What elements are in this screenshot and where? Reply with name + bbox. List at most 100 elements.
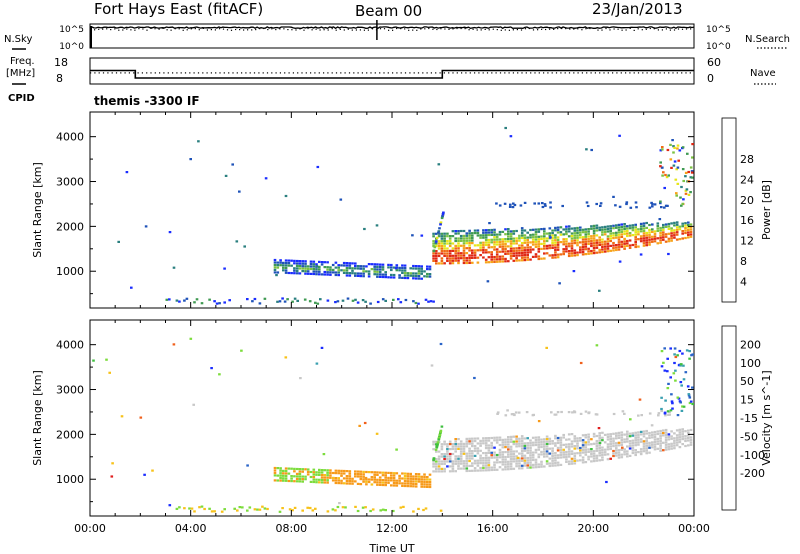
data-cell <box>579 231 582 234</box>
data-cell <box>465 467 469 470</box>
data-cell <box>558 282 561 285</box>
data-cell <box>573 454 577 458</box>
data-cell <box>266 507 269 511</box>
data-cell <box>367 480 371 484</box>
data-cell <box>465 247 469 250</box>
data-cell <box>534 238 538 241</box>
data-cell <box>556 241 560 244</box>
data-cell <box>495 253 499 256</box>
data-cell <box>490 454 493 457</box>
data-cell <box>275 274 278 277</box>
data-cell <box>545 440 549 443</box>
data-cell <box>659 231 662 234</box>
data-cell <box>356 509 360 513</box>
data-cell <box>376 473 379 476</box>
data-cell <box>504 243 507 246</box>
data-cell <box>617 238 621 241</box>
data-cell <box>318 260 321 263</box>
data-cell <box>537 245 541 248</box>
noise-search-point <box>585 28 587 30</box>
nave-point <box>681 72 683 74</box>
data-cell <box>628 227 632 230</box>
data-cell <box>518 249 521 252</box>
data-cell <box>628 246 632 249</box>
data-cell <box>263 297 267 300</box>
data-cell <box>340 269 343 272</box>
data-cell <box>318 268 321 271</box>
noise-search-point <box>432 28 434 30</box>
data-cell <box>430 364 434 367</box>
data-cell <box>487 238 491 242</box>
data-cell <box>378 476 382 479</box>
data-cell <box>420 480 423 483</box>
data-cell <box>551 442 554 445</box>
data-cell <box>576 251 579 254</box>
data-cell <box>651 223 654 226</box>
data-cell <box>435 254 438 258</box>
data-cell <box>642 227 646 230</box>
data-cell <box>678 431 682 434</box>
data-cell <box>323 270 327 274</box>
noise-search-point <box>440 28 442 30</box>
data-cell <box>279 477 282 480</box>
data-cell <box>571 411 574 414</box>
data-cell <box>490 228 493 232</box>
data-cell <box>507 252 510 255</box>
data-cell <box>565 250 568 253</box>
data-cell <box>446 259 449 262</box>
data-cell <box>168 298 171 301</box>
data-cell <box>531 228 535 231</box>
data-cell <box>567 445 571 448</box>
data-cell <box>614 204 617 207</box>
data-cell <box>298 468 302 471</box>
data-cell <box>420 267 423 270</box>
data-cell <box>673 234 676 237</box>
data-cell <box>208 298 211 301</box>
data-cell <box>441 213 445 216</box>
data-cell <box>282 474 285 477</box>
data-cell <box>301 267 304 270</box>
data-cell <box>412 485 415 488</box>
data-cell <box>471 457 474 460</box>
data-cell <box>336 300 340 303</box>
data-cell <box>645 239 648 242</box>
data-cell <box>394 267 398 270</box>
data-cell <box>362 265 365 268</box>
data-cell <box>504 443 507 446</box>
data-cell <box>653 240 657 243</box>
data-cell <box>476 229 480 232</box>
noise-search-point <box>557 28 559 30</box>
data-cell <box>384 273 387 276</box>
data-cell <box>670 239 673 242</box>
noise-search-point <box>359 29 361 31</box>
data-cell <box>648 431 651 435</box>
noise-search-point <box>230 29 233 31</box>
data-cell <box>462 254 466 257</box>
data-cell <box>567 450 571 453</box>
data-cell <box>615 432 618 435</box>
data-cell <box>598 251 601 254</box>
data-cell <box>395 472 399 475</box>
data-cell <box>556 439 560 442</box>
data-cell <box>479 454 482 457</box>
data-cell <box>565 460 568 463</box>
data-cell <box>435 252 438 255</box>
data-cell <box>512 254 516 257</box>
data-cell <box>562 248 565 251</box>
data-cell <box>565 238 568 241</box>
data-cell <box>534 448 538 451</box>
data-cell <box>526 459 529 462</box>
data-cell <box>601 451 604 454</box>
data-cell <box>435 446 439 449</box>
data-cell <box>342 271 346 274</box>
data-cell <box>420 475 423 478</box>
data-cell <box>479 444 482 447</box>
data-cell <box>637 433 640 436</box>
data-cell <box>507 468 510 471</box>
data-cell <box>606 227 610 231</box>
data-cell <box>659 447 662 450</box>
nave-point <box>327 72 329 74</box>
data-cell <box>273 469 277 472</box>
data-cell <box>612 437 615 440</box>
